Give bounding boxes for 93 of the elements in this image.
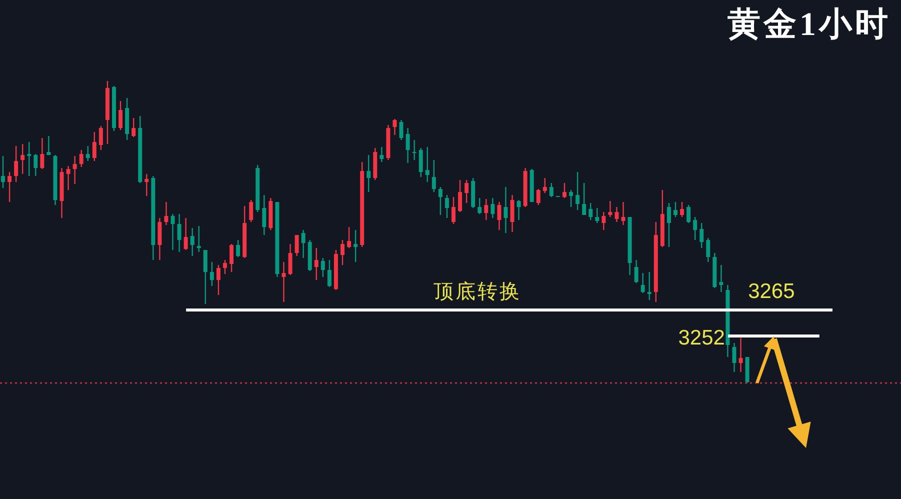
candlestick bbox=[184, 217, 188, 251]
candlestick bbox=[46, 135, 51, 156]
candlestick bbox=[412, 139, 416, 161]
candlestick bbox=[510, 194, 514, 233]
candlestick bbox=[203, 249, 208, 305]
candlestick bbox=[490, 197, 495, 219]
candlestick bbox=[230, 243, 234, 273]
candlestick bbox=[354, 229, 358, 263]
candlestick bbox=[210, 261, 214, 287]
candlestick bbox=[366, 154, 371, 193]
candlestick bbox=[640, 272, 645, 294]
candlestick bbox=[8, 171, 12, 203]
candlestick bbox=[144, 173, 149, 197]
candlestick bbox=[478, 197, 482, 215]
candlestick bbox=[647, 271, 652, 301]
candlestick bbox=[732, 342, 736, 373]
candlestick bbox=[452, 196, 456, 225]
candlestick bbox=[562, 182, 566, 199]
candlestick bbox=[602, 211, 606, 231]
candlestick bbox=[686, 204, 691, 224]
candlestick bbox=[20, 143, 25, 175]
candlestick bbox=[680, 201, 684, 218]
candlestick bbox=[340, 239, 345, 266]
candlestick bbox=[438, 186, 442, 216]
candlestick bbox=[34, 153, 38, 177]
candlestick bbox=[66, 165, 70, 191]
candlestick bbox=[1, 155, 5, 189]
candlestick bbox=[92, 131, 96, 162]
candlestick bbox=[432, 159, 436, 193]
candlestick bbox=[190, 227, 194, 257]
candlestick bbox=[706, 237, 710, 263]
candlestick bbox=[595, 207, 600, 224]
candlestick bbox=[666, 202, 671, 248]
candlestick bbox=[118, 100, 123, 131]
candlestick bbox=[621, 201, 626, 226]
candlestick bbox=[40, 137, 44, 170]
candlestick bbox=[320, 257, 325, 278]
candlestick bbox=[673, 201, 678, 218]
candlestick bbox=[425, 146, 430, 183]
candlestick bbox=[216, 264, 220, 296]
candlestick bbox=[484, 198, 488, 221]
candlestick bbox=[719, 264, 724, 293]
candlestick bbox=[288, 243, 292, 276]
candlestick bbox=[542, 177, 547, 194]
candlestick bbox=[170, 213, 175, 251]
candlestick bbox=[27, 141, 32, 177]
candlestick bbox=[347, 226, 352, 249]
ref-line-label: 3265 bbox=[748, 280, 795, 303]
candlestick bbox=[132, 117, 136, 138]
candlestick bbox=[72, 155, 77, 185]
candlestick bbox=[569, 189, 574, 208]
candlestick bbox=[164, 201, 168, 226]
candlestick bbox=[634, 259, 638, 284]
candlestick bbox=[380, 146, 384, 163]
candlestick bbox=[693, 216, 698, 241]
candlestick bbox=[444, 194, 449, 219]
candlestick bbox=[301, 229, 306, 259]
ref-line-label: 3252 bbox=[678, 326, 725, 350]
candlestick bbox=[536, 188, 540, 206]
candlestick bbox=[464, 179, 469, 204]
candlestick bbox=[236, 239, 240, 258]
chart-title: 黄金1小时 bbox=[728, 6, 891, 45]
candlestick bbox=[262, 194, 266, 236]
candlestick bbox=[158, 217, 162, 261]
candlestick bbox=[392, 118, 397, 136]
candlestick bbox=[576, 171, 580, 211]
candlestick bbox=[282, 261, 286, 303]
candlestick bbox=[582, 182, 586, 216]
candlestick bbox=[504, 186, 508, 234]
candlestick bbox=[608, 200, 612, 218]
candlestick bbox=[196, 225, 201, 253]
candlestick bbox=[458, 179, 462, 213]
candlestick bbox=[406, 127, 410, 164]
candlestick bbox=[222, 259, 227, 275]
candlestick bbox=[738, 337, 743, 373]
candlestick bbox=[79, 149, 84, 168]
candlestick bbox=[86, 145, 90, 162]
candlestick bbox=[399, 119, 404, 141]
candlestick bbox=[418, 147, 423, 178]
candlestick bbox=[549, 182, 554, 198]
annotation: 顶底转换 bbox=[434, 281, 522, 303]
candlestick bbox=[516, 199, 521, 221]
candlestick bbox=[700, 222, 704, 249]
candlestick bbox=[14, 145, 18, 183]
candlestick bbox=[294, 234, 299, 257]
candlestick bbox=[588, 202, 593, 221]
candlestick bbox=[98, 125, 103, 151]
candlestick bbox=[327, 259, 332, 288]
candlestick bbox=[177, 213, 182, 253]
candlestick bbox=[314, 247, 318, 281]
candlestick bbox=[614, 206, 619, 223]
candlestick bbox=[497, 201, 502, 231]
candlestick bbox=[249, 199, 254, 223]
